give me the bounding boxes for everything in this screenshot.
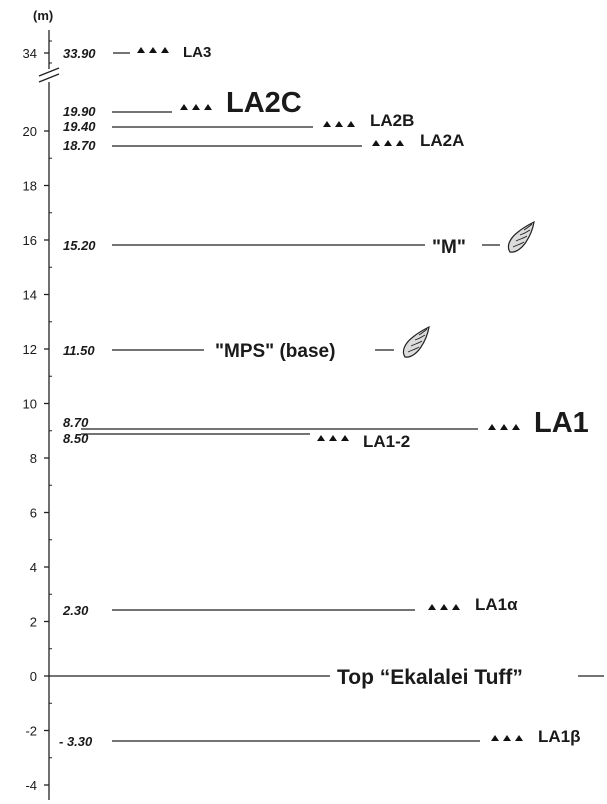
axis-tick-label: 18 [23,179,37,194]
horizon-label-la1alpha: LA1α [475,595,518,614]
gastropod-shell-icon [507,221,535,253]
level-value: 11.50 [63,343,95,358]
horizon-label-mps: "MPS" (base) [215,341,335,362]
triangle-cluster-icon [323,121,355,127]
horizon-label-la2a: LA2A [420,131,464,150]
level-value: 33.90 [63,46,96,61]
axis-tick-label: 4 [30,560,37,575]
axis-tick-label: 12 [23,342,37,357]
horizon-label-la1: LA1 [534,407,589,439]
axis-tick-label: 14 [23,288,37,303]
horizon-label-la3: LA3 [183,44,211,61]
triangle-cluster-icon [180,104,212,110]
level-value: - 3.30 [59,734,93,749]
axis-tick-label: 8 [30,451,37,466]
triangle-cluster-icon [488,424,520,430]
horizon-label-la2c: LA2C [226,87,302,119]
level-value: 2.30 [62,603,89,618]
axis-tick-label: 16 [23,233,37,248]
horizon-label-la2b: LA2B [370,111,414,130]
axis-ticks: -4 -2 0 2 4 6 8 10 12 14 16 18 20 [23,124,52,793]
level-value: 19.40 [63,119,96,134]
axis-tick-label: -4 [25,778,37,793]
horizon-label-la1beta: LA1β [538,727,581,746]
axis-break-icon [38,67,60,83]
level-value: 8.50 [63,431,89,446]
axis-tick-label: 10 [23,397,37,412]
level-value: 18.70 [63,138,96,153]
axis-tick-label: 2 [30,615,37,630]
level-value: 19.90 [63,104,96,119]
axis-tick-label: 6 [30,506,37,521]
axis-unit-label: (m) [33,8,53,23]
axis-tick-label: 0 [30,669,37,684]
axis-tick-label: 20 [23,124,37,139]
triangle-cluster-icon [428,604,460,610]
triangle-cluster-icon [137,47,169,53]
axis-tick-label-34: 34 [23,46,37,61]
horizon-label-la1-2: LA1-2 [363,432,410,451]
triangle-cluster-icon [372,140,404,146]
gastropod-shell-icon [402,326,430,358]
horizon-label-m: "M" [432,237,466,258]
level-value: 8.70 [63,415,89,430]
level-value: 15.20 [63,238,96,253]
triangle-cluster-icon [317,435,349,441]
datum-label: Top “Ekalalei Tuff” [337,666,523,689]
axis-tick-label: -2 [25,724,37,739]
triangle-cluster-icon [491,735,523,741]
